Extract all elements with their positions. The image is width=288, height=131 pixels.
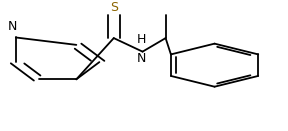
Text: N: N	[137, 52, 146, 65]
Text: N: N	[8, 20, 18, 33]
Text: S: S	[110, 1, 118, 14]
Text: H: H	[137, 33, 146, 46]
